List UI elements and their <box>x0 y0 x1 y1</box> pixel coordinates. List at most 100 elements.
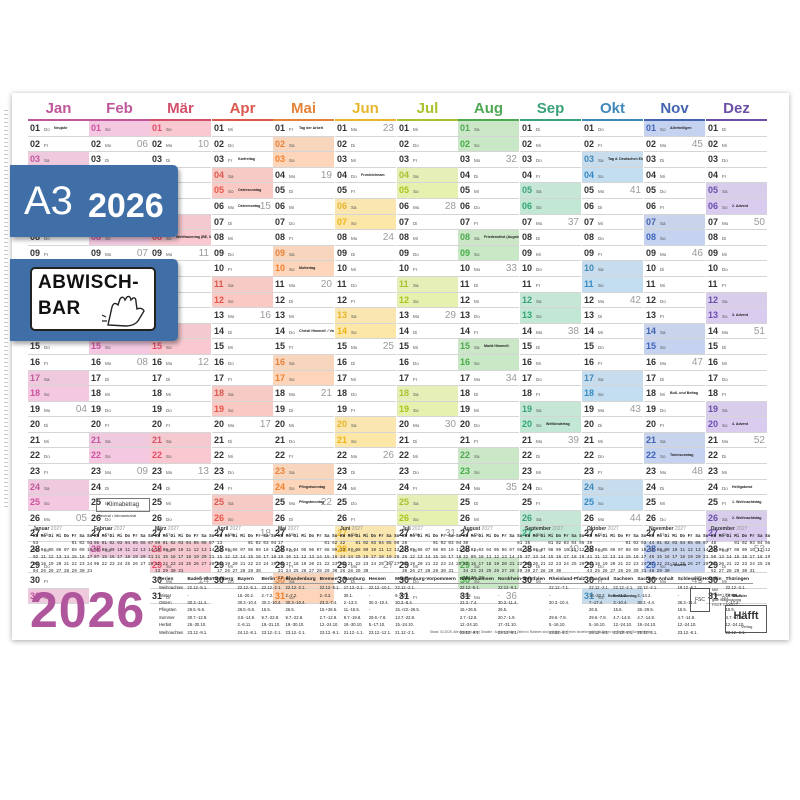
day-row[interactable]: 03 Do <box>520 152 581 168</box>
day-row[interactable]: 23 Do <box>212 464 273 480</box>
day-row[interactable]: 02 Fr <box>28 137 89 153</box>
day-row[interactable]: 05 Di <box>273 183 334 199</box>
day-row[interactable]: 21 Fr <box>458 433 519 449</box>
day-row[interactable]: 20 Fr <box>644 417 705 433</box>
day-row[interactable]: 20 Di <box>582 417 643 433</box>
day-row[interactable]: 12 Fr <box>335 293 396 309</box>
day-row[interactable]: 31 Mo 36 <box>458 589 519 605</box>
day-row[interactable]: 24 Sa <box>28 479 89 496</box>
day-row[interactable]: 06 Mo 28 <box>397 199 458 215</box>
day-row[interactable]: 21 So <box>335 432 396 449</box>
day-row[interactable]: 01 Do <box>582 121 643 137</box>
day-row[interactable]: 25 Do <box>335 495 396 511</box>
day-row[interactable]: 01 So <box>150 121 211 137</box>
day-row[interactable]: 07 Do <box>273 215 334 231</box>
day-row[interactable]: 20 Mi <box>273 417 334 433</box>
day-row[interactable]: 29 Di <box>706 558 767 574</box>
day-row[interactable]: 02 So <box>458 136 519 153</box>
day-row[interactable]: 18 Mo 21 <box>273 386 334 402</box>
day-row[interactable]: 22 Sa <box>458 448 519 465</box>
day-row[interactable]: 24 So Pfingstsonntag <box>273 479 334 496</box>
day-row[interactable]: 28 Sa <box>150 542 211 558</box>
day-row[interactable]: 27 Di <box>582 526 643 543</box>
day-row[interactable]: 19 Do <box>644 402 705 418</box>
day-row[interactable]: 23 So <box>458 464 519 480</box>
day-row[interactable]: 26 Do <box>89 511 150 527</box>
day-row[interactable]: 06 So <box>520 198 581 215</box>
day-row[interactable]: 29 Do <box>582 558 643 574</box>
day-row[interactable]: 12 Di <box>273 293 334 309</box>
day-row[interactable]: 17 Do <box>706 371 767 387</box>
day-row[interactable]: 21 Di <box>212 433 273 449</box>
day-row[interactable]: 18 Fr <box>706 386 767 402</box>
day-row[interactable]: 19 So <box>397 401 458 418</box>
day-row[interactable]: 15 So <box>150 339 211 355</box>
day-row[interactable]: 14 Di <box>397 324 458 340</box>
day-row[interactable]: 15 Di <box>520 339 581 355</box>
day-row[interactable]: 20 Do <box>458 417 519 433</box>
day-row[interactable]: 03 So <box>273 152 334 168</box>
day-row[interactable]: 08 Fr <box>273 230 334 246</box>
day-row[interactable]: 27 Mo 18 <box>212 526 273 543</box>
day-row[interactable]: 08 Mi <box>397 230 458 246</box>
day-row[interactable]: 27 So <box>520 526 581 543</box>
day-row[interactable]: 23 Di <box>335 464 396 480</box>
day-row[interactable]: 18 Do <box>335 386 396 402</box>
day-row[interactable]: 31 Sa <box>28 588 89 605</box>
day-row[interactable]: 26 Sa 2. Weihnachtstag <box>706 510 767 527</box>
day-row[interactable]: 17 Fr <box>397 371 458 387</box>
day-row[interactable]: 06 Do <box>458 199 519 215</box>
day-row[interactable]: 19 Mo 04 <box>28 402 89 418</box>
day-row[interactable]: 15 Mi <box>212 339 273 355</box>
day-row[interactable]: 22 Mi <box>397 448 458 465</box>
day-row[interactable]: 10 So Muttertag <box>273 261 334 277</box>
day-row[interactable]: 22 Fr <box>273 448 334 465</box>
day-row[interactable]: 21 Mo 52 <box>706 433 767 449</box>
day-row[interactable]: 07 Fr <box>458 215 519 231</box>
day-row[interactable]: 13 Mo 16 <box>212 308 273 324</box>
day-row[interactable]: 27 Fr <box>644 526 705 543</box>
day-row[interactable]: 28 Mi <box>582 542 643 558</box>
day-row[interactable]: 04 Sa <box>397 167 458 184</box>
day-row[interactable]: 12 Mi <box>458 293 519 309</box>
day-row[interactable]: 18 So <box>582 386 643 402</box>
day-row[interactable]: 11 Mi <box>644 277 705 293</box>
day-row[interactable]: 19 Mo 43 <box>582 402 643 418</box>
day-row[interactable]: 17 Di <box>89 371 150 387</box>
day-row[interactable]: 02 Mi <box>520 137 581 153</box>
day-row[interactable]: 22 Di <box>706 448 767 465</box>
day-row[interactable]: 29 So 1. Advent <box>644 557 705 574</box>
day-row[interactable]: 20 Sa <box>335 417 396 433</box>
day-row[interactable]: 19 Mi <box>458 402 519 418</box>
day-row[interactable]: 24 Do <box>520 480 581 496</box>
day-row[interactable]: 05 So Ostersonntag <box>212 183 273 199</box>
day-row[interactable]: 02 Mo 06 <box>89 137 150 153</box>
day-row[interactable]: 04 Mo 19 <box>273 168 334 184</box>
day-row[interactable]: 27 Mi <box>273 526 334 543</box>
day-row[interactable]: 18 Sa <box>397 386 458 402</box>
day-row[interactable]: 16 Mo 47 <box>644 355 705 371</box>
day-row[interactable]: 09 So <box>458 245 519 262</box>
day-row[interactable]: 03 Mo 32 <box>458 152 519 168</box>
day-row[interactable]: 17 So <box>273 370 334 387</box>
day-row[interactable]: 18 So <box>28 386 89 402</box>
day-row[interactable]: 24 Di <box>89 480 150 496</box>
day-row[interactable]: 19 Do <box>150 402 211 418</box>
day-row[interactable]: 28 Sa <box>89 542 150 558</box>
day-row[interactable]: 29 Di <box>520 558 581 574</box>
day-row[interactable]: 28 Mo 40 <box>520 542 581 558</box>
day-row[interactable]: 08 So <box>644 230 705 246</box>
day-row[interactable]: 29 Do <box>28 558 89 574</box>
day-row[interactable]: 12 Sa <box>520 292 581 309</box>
day-row[interactable]: 29 Mi <box>397 558 458 574</box>
day-row[interactable]: 04 Do Fronleichnam <box>335 168 396 184</box>
day-row[interactable]: 10 Do <box>706 261 767 277</box>
day-row[interactable]: 26 Sa <box>520 510 581 527</box>
day-row[interactable]: 31 Do Silvester <box>706 589 767 605</box>
day-row[interactable]: 16 Fr <box>582 355 643 371</box>
day-row[interactable]: 25 Mi <box>150 495 211 511</box>
